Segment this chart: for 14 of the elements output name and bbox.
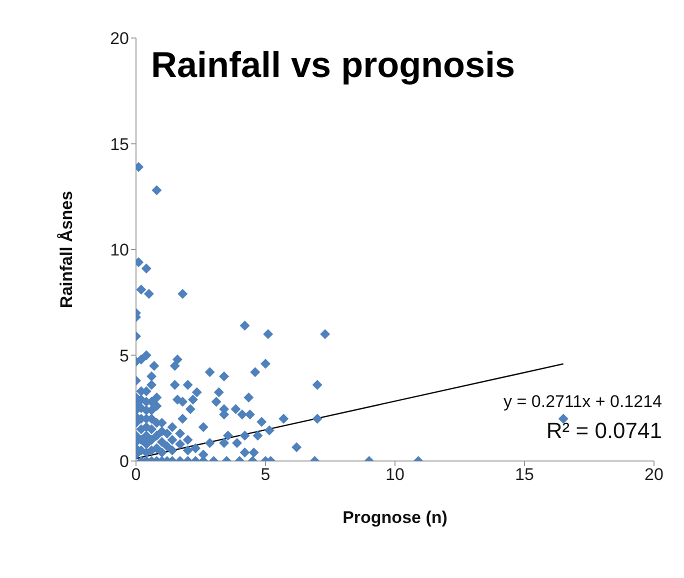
y-tick-label: 0	[120, 452, 129, 472]
y-tick-label: 10	[110, 240, 129, 260]
x-tick-label: 15	[515, 465, 534, 484]
y-tick-label: 15	[110, 134, 129, 154]
annotation: y = 0.2711x + 0.1214	[502, 392, 662, 412]
annotation: R² = 0.0741	[545, 418, 662, 444]
y-tick-label: 20	[110, 29, 129, 48]
x-tick-label: 20	[644, 465, 664, 484]
x-tick-label: 5	[260, 465, 270, 484]
x-axis-title: Prognose (n)	[342, 508, 448, 528]
y-axis-title: Rainfall Åsnes	[57, 190, 76, 308]
y-tick-label: 5	[120, 346, 129, 366]
x-tick-label: 10	[386, 465, 404, 484]
chart-title: Rainfall vs prognosis	[151, 44, 516, 86]
